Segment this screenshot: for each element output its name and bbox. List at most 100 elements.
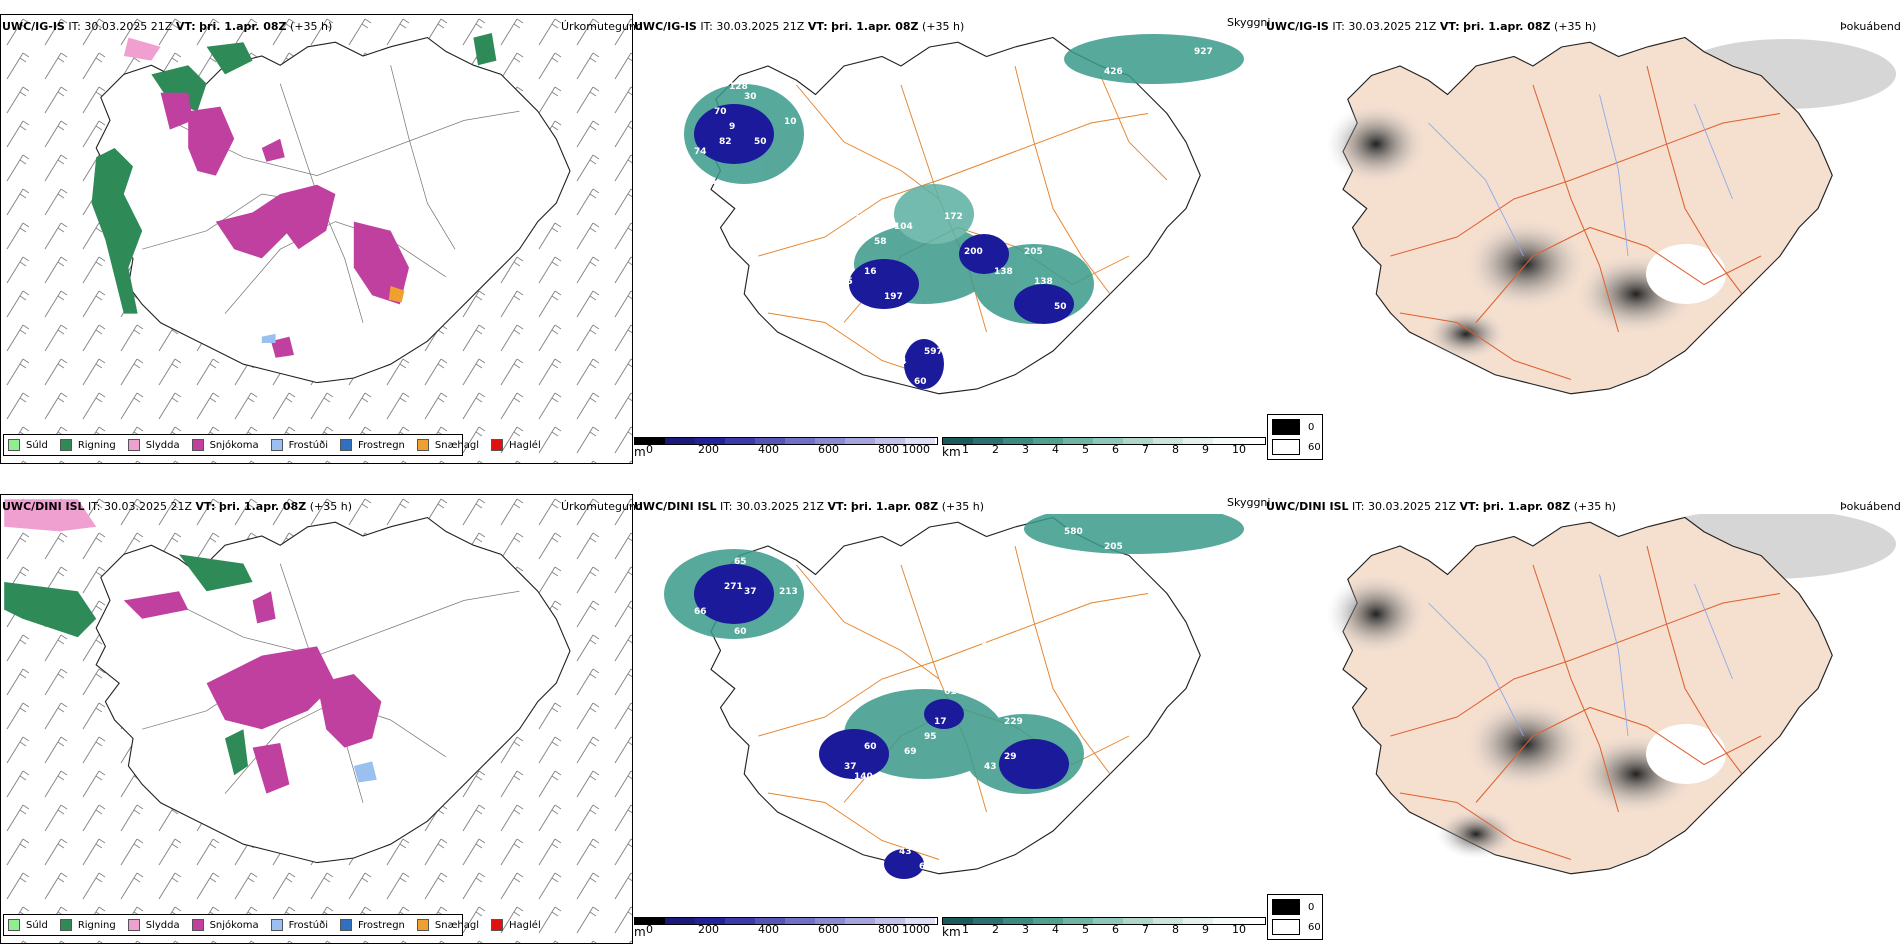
vis-value-label: 58 — [874, 237, 887, 247]
tick-label: 4 — [1052, 923, 1059, 936]
vis-value-label: 271 — [724, 582, 743, 592]
vis-value-label: 70 — [714, 107, 727, 117]
vis-value-label: 50 — [1054, 302, 1067, 312]
tick-label: 1000 — [902, 443, 930, 456]
vis-value-label: 75 — [914, 827, 927, 837]
vis-value-label: 66 — [694, 607, 707, 617]
vis-value-label: 33 — [1044, 797, 1057, 807]
vis-km-unit: km — [942, 925, 961, 939]
precip-title-row1: Úrkomutegund — [561, 20, 643, 33]
legend-item: Súld — [8, 919, 48, 931]
vis-value-label: 105 — [834, 277, 853, 287]
header-row1-precip: UWC/IG-IS IT: 30.03.2025 21Z VT: þri. 1.… — [2, 20, 333, 33]
legend-item: Haglél — [491, 439, 541, 451]
swatch-sudd — [8, 919, 20, 931]
vis-value-label: 9 — [729, 122, 735, 132]
vis-value-label: 74 — [694, 147, 707, 157]
fog-swatch-low — [1272, 919, 1300, 935]
vis-panel-row2: 580 205 60 65 271 37 213 66 60 11 55 293 86 61 327 90 17… — [634, 514, 1264, 914]
vis-value-label: 61 — [919, 862, 932, 872]
header-row1-fog: UWC/IG-IS IT: 30.03.2025 21Z VT: þri. 1.… — [1266, 20, 1597, 33]
legend-item: Snjókoma — [191, 439, 259, 451]
vis-value-label: 167 — [1014, 222, 1033, 232]
legend-item: Frostúði — [270, 439, 328, 451]
fog-title-row2: Þokuábendi — [1840, 500, 1900, 513]
fog-legend-row2: 0 60 — [1267, 894, 1323, 940]
vis-value-label: 90 — [1024, 682, 1037, 692]
legend-item: Snæhagl — [416, 439, 479, 451]
swatch-haglel — [491, 439, 504, 451]
precip-panel-row1 — [0, 14, 633, 464]
vis-value-label: 192 — [804, 277, 823, 287]
tick-label: 3 — [1022, 443, 1029, 456]
swatch-frostudi — [270, 919, 283, 931]
vis-panel-row1: 927 426 128 30 70 9 82 50 10 74 55 95 25 158 11 104 58 48… — [634, 34, 1264, 434]
vis-value-label: 293 — [964, 607, 983, 617]
tick-label: 9 — [1202, 443, 1209, 456]
tick-label: 6 — [1112, 443, 1119, 456]
vis-title-row1: Skyggni — [1227, 16, 1271, 29]
vis-value-label: 25 — [734, 192, 747, 202]
legend-item: Slydda — [127, 919, 180, 931]
swatch-slydda — [127, 439, 140, 451]
vis-value-label: 10 — [784, 117, 797, 127]
tick-label: 400 — [758, 923, 779, 936]
vis-value-label: 158 — [674, 217, 693, 227]
swatch-snjokoma — [191, 919, 204, 931]
tick-label: 10 — [1232, 923, 1246, 936]
precip-panel-row2 — [0, 494, 633, 944]
tick-label: 1000 — [902, 923, 930, 936]
vis-value-label: 11 — [854, 212, 867, 222]
vis-value-label: 95 — [784, 187, 797, 197]
fog-map-row1 — [1326, 36, 1896, 395]
tick-label: 200 — [698, 443, 719, 456]
vis-value-label: 30 — [964, 797, 977, 807]
tick-label: 7 — [1142, 443, 1149, 456]
vis-value-label: 105 — [984, 227, 1003, 237]
vis-value-label: 30 — [744, 92, 757, 102]
vis-value-label: 213 — [779, 587, 798, 597]
vis-value-label: 95 — [924, 732, 937, 742]
legend-item: Súld — [8, 439, 48, 451]
vis-value-label: 43 — [984, 762, 997, 772]
tick-label: 5 — [1082, 443, 1089, 456]
vis-value-label: 60 — [864, 742, 877, 752]
vis-value-label: 426 — [1104, 67, 1123, 77]
tick-label: 1 — [962, 443, 969, 456]
legend-item: Slydda — [127, 439, 180, 451]
vis-value-label: 580 — [1064, 527, 1083, 537]
vis-value-label: 197 — [884, 292, 903, 302]
tick-label: 8 — [1172, 443, 1179, 456]
vis-value-label: 16 — [864, 267, 877, 277]
swatch-rigning — [59, 919, 72, 931]
tick-label: 600 — [818, 923, 839, 936]
header-row1-vis: UWC/IG-IS IT: 30.03.2025 21Z VT: þri. 1.… — [634, 20, 965, 33]
vis-value-label: 94 — [894, 357, 907, 367]
legend-item: Rigning — [59, 439, 116, 451]
vis-value-label: 55 — [704, 177, 717, 187]
vis-value-label: 56 — [944, 382, 957, 392]
tick-label: 7 — [1142, 923, 1149, 936]
tick-label: 3 — [1022, 923, 1029, 936]
vis-value-label: 86 — [974, 637, 987, 647]
tick-label: 200 — [698, 923, 719, 936]
tick-label: 10 — [1232, 443, 1246, 456]
legend-item: Frostúði — [270, 919, 328, 931]
swatch-haglel — [491, 919, 504, 931]
vis-value-label: 69 — [904, 747, 917, 757]
vis-colorbar-km-row1: km 1 2 3 4 5 6 7 8 9 10 — [942, 437, 1266, 459]
header-row2-vis: UWC/DINI ISL IT: 30.03.2025 21Z VT: þri.… — [634, 500, 984, 513]
tick-label: 9 — [1202, 923, 1209, 936]
fog-panel-row1 — [1266, 34, 1900, 434]
swatch-frostregn — [340, 439, 352, 451]
vis-value-label: 48 — [844, 247, 857, 257]
tick-label: 5 — [1082, 923, 1089, 936]
vis-value-label: 138 — [1034, 277, 1053, 287]
swatch-frostregn — [340, 919, 352, 931]
swatch-snaehagl — [416, 439, 429, 451]
legend-item: Frostregn — [340, 439, 405, 451]
vis-value-label: 927 — [1194, 47, 1213, 57]
vis-value-label: 82 — [719, 137, 732, 147]
vis-value-label: 60 — [914, 377, 927, 387]
